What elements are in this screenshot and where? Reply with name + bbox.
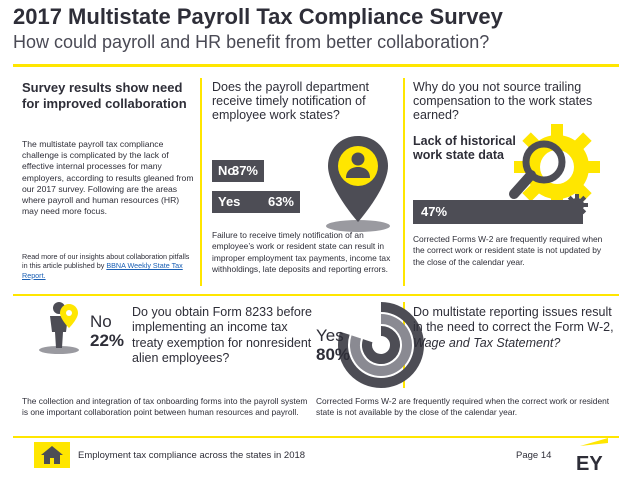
bar-no-value: 37% bbox=[231, 163, 258, 178]
ey-logo: EY bbox=[576, 438, 608, 475]
divider-footer bbox=[13, 436, 619, 438]
divider-v2 bbox=[403, 78, 405, 286]
panel1-note-text: Read more of our insights about collabor… bbox=[22, 252, 190, 271]
bar-no: No 37% bbox=[212, 160, 264, 182]
divider-v1 bbox=[200, 78, 202, 286]
divider-h1 bbox=[13, 294, 619, 296]
bar-yes-value: 63% bbox=[267, 194, 294, 209]
panel1-heading: Survey results show need for improved co… bbox=[22, 80, 187, 111]
panel4-body: The collection and integration of tax on… bbox=[22, 396, 308, 417]
bar-no-label: No bbox=[218, 163, 236, 178]
panel5-answer-value: 80% bbox=[316, 345, 351, 364]
panel5-question-text: Do multistate reporting issues result in… bbox=[413, 305, 614, 335]
footer-text: Employment tax compliance across the sta… bbox=[78, 450, 306, 461]
panel2-body: Failure to receive timely notification o… bbox=[212, 230, 391, 275]
panel3-percent: 47% bbox=[413, 200, 583, 224]
svg-text:EY: EY bbox=[576, 453, 603, 475]
panel1-body: The multistate payroll tax compliance ch… bbox=[22, 139, 194, 217]
panel4-answer-label: No bbox=[90, 312, 112, 331]
panel1-note: Read more of our insights about collabor… bbox=[22, 252, 194, 280]
page-title: 2017 Multistate Payroll Tax Compliance S… bbox=[13, 4, 503, 29]
magnifier-icon bbox=[509, 140, 566, 199]
bar-yes-label: Yes bbox=[218, 194, 241, 209]
panel2-question: Does the payroll department receive time… bbox=[212, 80, 370, 122]
title-divider bbox=[13, 64, 619, 67]
person-pin-icon bbox=[39, 302, 79, 354]
map-pin-person-icon bbox=[326, 136, 390, 232]
home-icon[interactable] bbox=[34, 442, 70, 468]
panel3-body: Corrected Forms W-2 are frequently requi… bbox=[413, 234, 603, 267]
panel3-question: Why do you not source trailing compensat… bbox=[413, 80, 593, 122]
gauge-ring-middle bbox=[350, 314, 412, 376]
bar-yes: Yes 63% bbox=[212, 191, 300, 213]
panel5-answer-label: Yes bbox=[316, 326, 344, 345]
panel5-question: Do multistate reporting issues result in… bbox=[413, 305, 623, 351]
ring-gauge-icon bbox=[338, 302, 424, 388]
panel5-question-italic: Wage and Tax Statement? bbox=[413, 335, 561, 350]
panel4-question: Do you obtain Form 8233 before implement… bbox=[132, 305, 312, 366]
page-subtitle: How could payroll and HR benefit from be… bbox=[13, 32, 490, 52]
article-link[interactable]: BBNA Weekly State Tax Report. bbox=[22, 261, 183, 280]
panel3-answer: Lack of historical work state data bbox=[413, 134, 516, 162]
page-number: Page 14 bbox=[516, 450, 552, 461]
gauge-ring-outer bbox=[338, 302, 424, 388]
panel4-answer-value: 22% bbox=[90, 331, 125, 350]
footer: Employment tax compliance across the sta… bbox=[0, 438, 638, 479]
panel5-body: Corrected Forms W-2 are frequently requi… bbox=[316, 396, 610, 417]
gauge-ring-inner bbox=[362, 326, 400, 364]
